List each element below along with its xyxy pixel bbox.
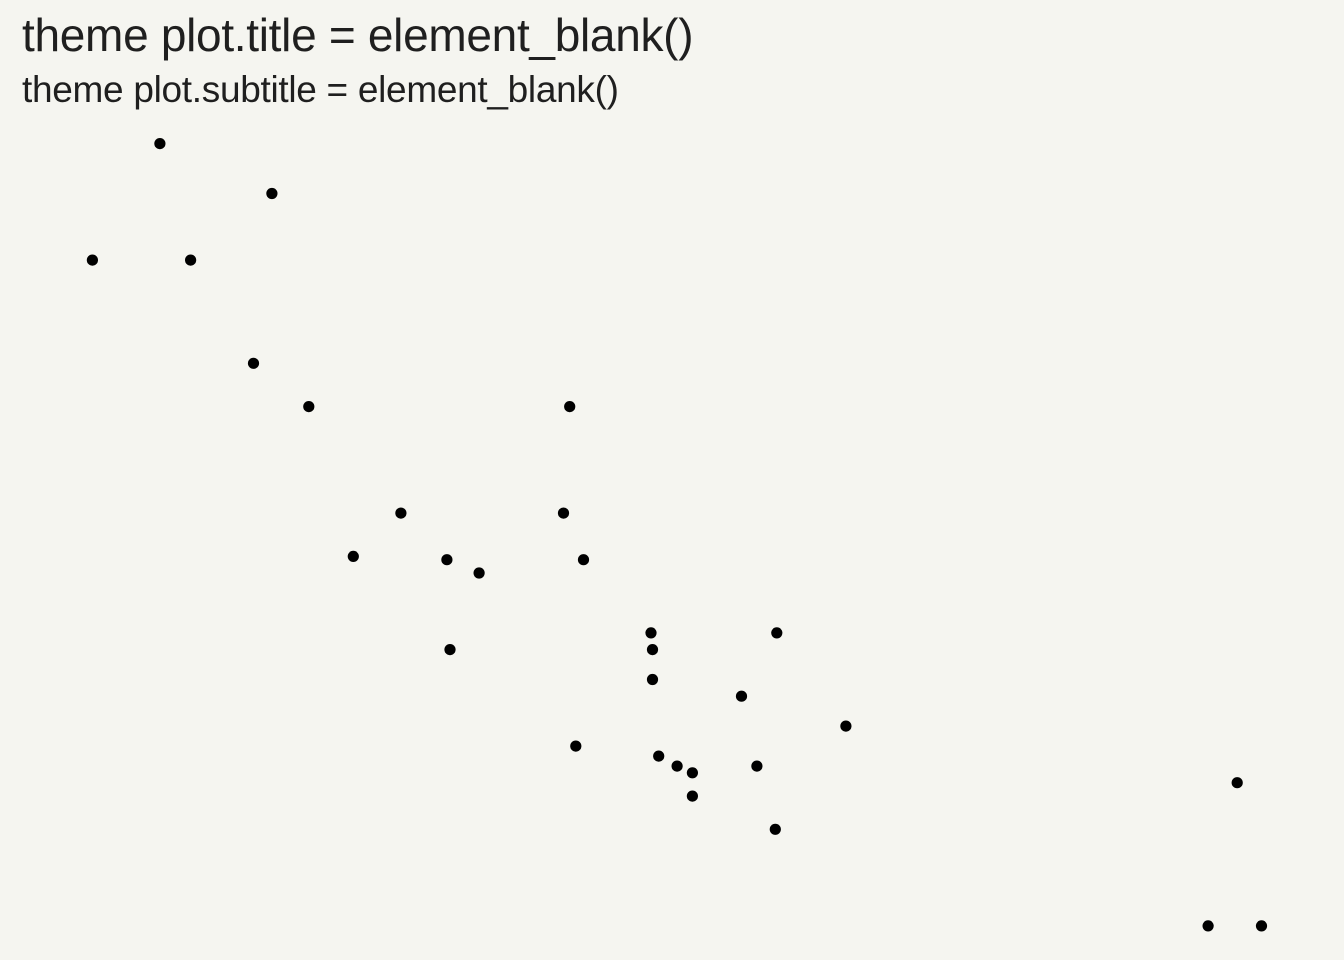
data-point-18 bbox=[646, 673, 659, 686]
data-point-8 bbox=[395, 507, 407, 519]
data-point-9 bbox=[441, 554, 453, 566]
data-point-2 bbox=[154, 138, 166, 150]
data-point-20 bbox=[671, 760, 683, 772]
data-point-1 bbox=[86, 254, 98, 266]
data-point-13 bbox=[564, 401, 576, 413]
data-point-21 bbox=[686, 790, 699, 802]
data-point-17 bbox=[646, 644, 659, 656]
data-point-16 bbox=[645, 627, 657, 639]
data-point-30 bbox=[1255, 920, 1268, 932]
chart-title: theme plot.title = element_blank() bbox=[22, 9, 694, 61]
data-point-14 bbox=[570, 740, 582, 752]
data-point-12 bbox=[557, 507, 570, 519]
data-point-7 bbox=[347, 550, 359, 563]
data-point-25 bbox=[769, 823, 781, 835]
data-point-3 bbox=[185, 254, 197, 266]
data-point-19 bbox=[653, 750, 665, 762]
data-point-27 bbox=[840, 720, 852, 732]
data-point-4 bbox=[247, 357, 260, 369]
data-point-15 bbox=[577, 554, 590, 566]
data-point-6 bbox=[303, 401, 315, 413]
chart-subtitle: theme plot.subtitle = element_blank() bbox=[22, 69, 619, 110]
data-point-22 bbox=[686, 767, 699, 779]
data-point-11 bbox=[473, 567, 485, 579]
data-point-26 bbox=[771, 627, 783, 639]
data-point-29 bbox=[1231, 777, 1243, 789]
data-point-23 bbox=[735, 690, 748, 702]
data-point-24 bbox=[751, 760, 763, 772]
data-point-5 bbox=[266, 187, 278, 200]
data-point-28 bbox=[1202, 920, 1214, 932]
data-point-10 bbox=[444, 644, 456, 656]
